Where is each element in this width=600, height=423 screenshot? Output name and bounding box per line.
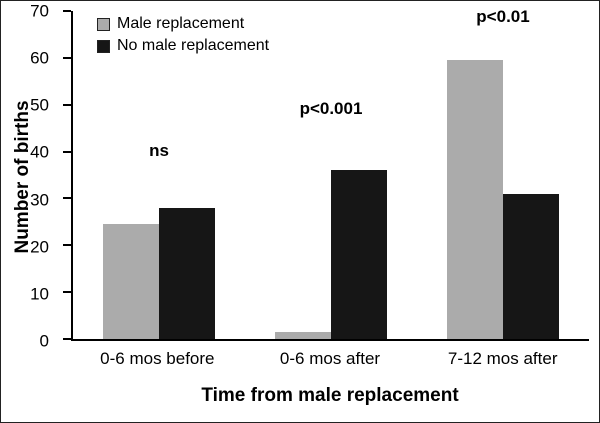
x-category-label: 0-6 mos after [279, 349, 381, 368]
y-tick-mark [63, 10, 71, 12]
bar-male-replacement [275, 331, 331, 339]
bars-container [73, 11, 589, 339]
y-tick-mark [63, 103, 71, 106]
bar-group-0-6-mos-before [73, 11, 245, 339]
y-tick-label: 40 [30, 142, 49, 162]
legend-swatch-icon [97, 39, 110, 53]
y-tick-label: 20 [30, 237, 49, 257]
legend-item: No male replacement [97, 35, 269, 57]
y-tick-label: 60 [30, 48, 49, 68]
x-category-label: 0-6 mos before [100, 349, 215, 368]
x-axis-title: Time from male replacement [201, 385, 459, 406]
y-tick-label: 50 [30, 95, 49, 115]
bar-group-0-6-mos-after [245, 11, 417, 339]
y-tick-mark [63, 291, 71, 294]
legend-label: Male replacement [117, 15, 245, 32]
y-tick-label: 0 [39, 331, 49, 351]
bar-no-male-replacement [331, 170, 387, 339]
legend-swatch-icon [97, 17, 110, 31]
x-category-labels: 0-6 mos before 0-6 mos after 7-12 mos afte… [71, 349, 589, 369]
bar-male-replacement [103, 224, 159, 339]
bar-no-male-replacement [503, 193, 559, 339]
bar-no-male-replacement [159, 207, 215, 339]
y-tick-mark [63, 56, 71, 59]
y-tick-label: 30 [30, 190, 49, 210]
y-tick-label: 10 [30, 284, 49, 304]
y-tick-mark [63, 150, 71, 153]
y-tick-labels: 0 10 20 30 40 50 60 70 [1, 3, 63, 350]
bar-male-replacement [447, 60, 503, 339]
plot-area: ns p<0.001 p<0.01 Male replacement No male … [63, 7, 589, 341]
legend: Male replacement No male replacement [97, 13, 269, 57]
legend-label: No male replacement [117, 37, 270, 54]
x-category-label: 7-12 mos after [447, 349, 558, 368]
y-tick-mark [63, 244, 71, 247]
y-tick-mark [63, 338, 71, 340]
y-tick-mark [63, 197, 71, 200]
legend-item: Male replacement [97, 13, 269, 35]
y-tick-label: 70 [30, 1, 49, 21]
bar-group-7-12-mos-after [417, 11, 589, 339]
